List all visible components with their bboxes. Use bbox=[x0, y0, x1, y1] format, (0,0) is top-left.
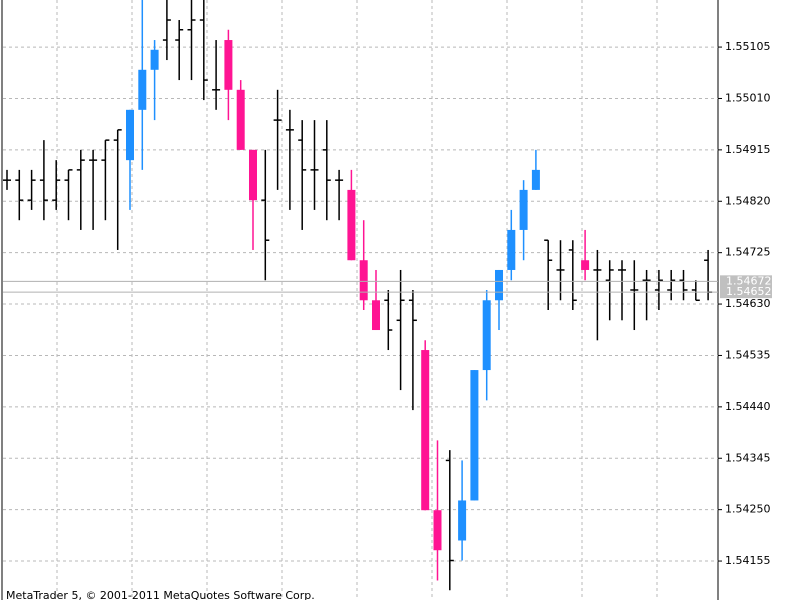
candle-body bbox=[581, 260, 590, 270]
candle-body bbox=[470, 370, 479, 501]
y-tick-label: 1.54725 bbox=[725, 246, 771, 259]
y-tick-label: 1.54630 bbox=[725, 297, 771, 310]
candle-body bbox=[236, 89, 245, 150]
candle-body bbox=[507, 229, 516, 270]
candle-body bbox=[150, 49, 159, 70]
footer: MetaTrader 5, © 2001-2011 MetaQuotes Sof… bbox=[6, 589, 315, 600]
candle-body bbox=[421, 350, 430, 511]
candle-body bbox=[249, 149, 257, 201]
y-tick-label: 1.54535 bbox=[725, 348, 771, 361]
candle-body bbox=[138, 69, 147, 110]
price-label-box bbox=[720, 286, 772, 299]
y-tick-label: 1.54250 bbox=[725, 503, 771, 516]
y-tick-label: 1.54345 bbox=[725, 451, 771, 464]
candle-body bbox=[482, 300, 491, 371]
y-tick-label: 1.55105 bbox=[725, 40, 771, 53]
price-label: 1.54652 bbox=[726, 285, 772, 298]
candle-body bbox=[495, 269, 503, 301]
vertical-grid bbox=[56, 0, 658, 600]
candle-body bbox=[372, 300, 380, 331]
candle-body bbox=[126, 109, 134, 161]
y-tick-label: 1.55200 bbox=[725, 0, 771, 2]
price-label: 1.54672 bbox=[726, 274, 772, 287]
candle-body bbox=[458, 500, 467, 541]
candle-body bbox=[359, 260, 368, 301]
y-tick-label: 1.55010 bbox=[725, 91, 771, 104]
price-label-box bbox=[720, 275, 772, 288]
y-tick-label: 1.54440 bbox=[725, 400, 771, 413]
candle-body bbox=[531, 169, 540, 190]
y-tick-label: 1.54915 bbox=[725, 143, 771, 156]
candle-body bbox=[519, 189, 528, 230]
y-tick-label: 1.54155 bbox=[725, 554, 771, 567]
y-tick-label: 1.54820 bbox=[725, 194, 771, 207]
candle-body bbox=[433, 510, 442, 551]
candle-body bbox=[347, 189, 356, 261]
candle-body bbox=[224, 40, 233, 90]
